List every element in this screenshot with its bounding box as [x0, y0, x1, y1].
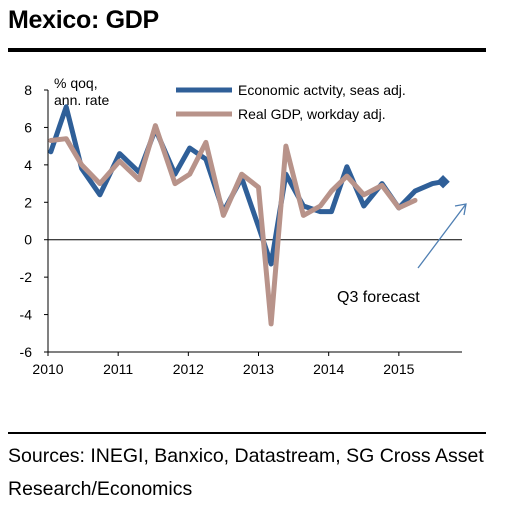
y-tick-label: 4 — [24, 157, 32, 173]
y-tick-label: -4 — [20, 307, 33, 323]
source-divider — [8, 432, 486, 434]
y-tick-label: 8 — [24, 82, 32, 98]
legend-label-1: Economic actvity, seas adj. — [238, 82, 406, 98]
x-tick-label: 2014 — [313, 361, 344, 377]
series-line-2 — [48, 123, 418, 327]
legend-label-2: Real GDP, workday adj. — [238, 106, 386, 122]
y-tick-label: 2 — [24, 194, 32, 210]
chart-title: Mexico: GDP — [8, 6, 159, 34]
x-tick-label: 2011 — [103, 361, 133, 377]
annotation-label: Q3 forecast — [337, 289, 420, 306]
y-tick-label: 6 — [24, 119, 32, 135]
y-axis-label: ann. rate — [54, 92, 109, 108]
x-tick-label: 2015 — [383, 361, 414, 377]
forecast-marker — [436, 174, 450, 189]
y-axis-label: % qoq, — [54, 75, 98, 91]
x-tick-label: 2010 — [32, 361, 63, 377]
y-tick-label: -6 — [20, 344, 33, 360]
x-tick-label: 2013 — [243, 361, 274, 377]
x-tick-label: 2012 — [173, 361, 204, 377]
top-divider — [8, 48, 486, 52]
y-tick-label: 0 — [24, 232, 32, 248]
annotation-arrowhead — [454, 203, 467, 216]
y-tick-label: -2 — [20, 269, 33, 285]
annotation-arrow — [417, 203, 467, 269]
source-note: Sources: INEGI, Banxico, Datastream, SG … — [8, 445, 484, 500]
